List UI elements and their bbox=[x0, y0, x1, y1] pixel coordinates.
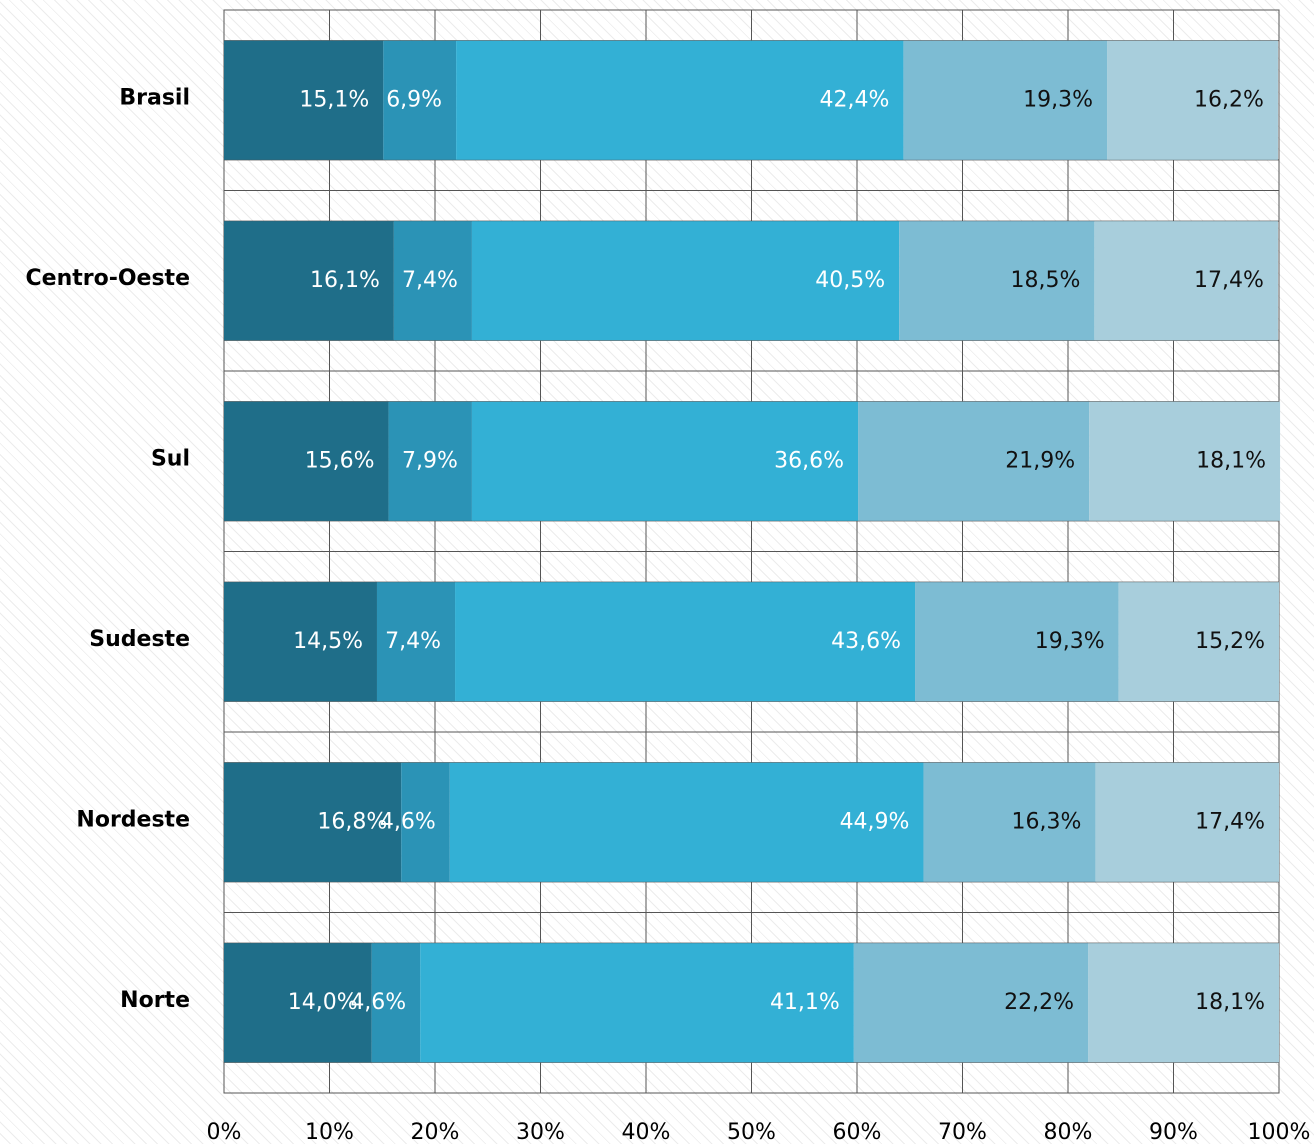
y-tick-label: Brasil bbox=[119, 85, 190, 110]
value-label: 18,1% bbox=[1196, 448, 1266, 473]
value-label: 18,1% bbox=[1195, 990, 1265, 1015]
bar-segment bbox=[224, 762, 402, 882]
bar-segment bbox=[224, 221, 394, 341]
bar-segment bbox=[224, 943, 372, 1063]
value-label: 21,9% bbox=[1005, 448, 1075, 473]
y-tick-label: Norte bbox=[120, 988, 190, 1013]
value-label: 19,3% bbox=[1023, 87, 1093, 112]
bar-segment bbox=[1095, 762, 1279, 882]
bar-segment bbox=[224, 401, 389, 521]
bar-segment bbox=[1118, 582, 1279, 702]
value-label: 14,5% bbox=[293, 629, 363, 654]
bar-segment bbox=[915, 582, 1119, 702]
value-label: 43,6% bbox=[831, 629, 901, 654]
value-label: 19,3% bbox=[1035, 629, 1105, 654]
bar-segment bbox=[449, 762, 924, 882]
bar-segment bbox=[224, 40, 384, 160]
value-label: 15,2% bbox=[1195, 629, 1265, 654]
x-tick-label: 0% bbox=[207, 1120, 242, 1144]
value-label: 36,6% bbox=[774, 448, 844, 473]
bar-segment bbox=[388, 401, 472, 521]
bar-segment bbox=[224, 582, 377, 702]
value-label: 42,4% bbox=[820, 87, 890, 112]
bar-segment bbox=[899, 221, 1095, 341]
value-label: 41,1% bbox=[770, 990, 840, 1015]
bar-segment bbox=[923, 762, 1096, 882]
value-label: 16,3% bbox=[1012, 809, 1082, 834]
bar-segment bbox=[393, 221, 472, 341]
x-tick-label: 90% bbox=[1149, 1120, 1198, 1144]
value-label: 15,1% bbox=[299, 87, 369, 112]
x-tick-label: 60% bbox=[833, 1120, 882, 1144]
value-label: 44,9% bbox=[840, 809, 910, 834]
bar-segment bbox=[420, 943, 854, 1063]
value-label: 17,4% bbox=[1195, 809, 1265, 834]
bar-segment bbox=[858, 401, 1090, 521]
y-tick-label: Sudeste bbox=[89, 627, 190, 652]
value-label: 14,0% bbox=[288, 990, 358, 1015]
y-tick-label: Nordeste bbox=[76, 807, 190, 832]
bar-segment bbox=[383, 40, 457, 160]
value-label: 15,6% bbox=[305, 448, 375, 473]
value-label: 16,1% bbox=[310, 268, 380, 293]
bar-segment bbox=[903, 40, 1108, 160]
value-label: 40,5% bbox=[815, 268, 885, 293]
x-tick-label: 20% bbox=[411, 1120, 460, 1144]
x-tick-label: 80% bbox=[1044, 1120, 1093, 1144]
bar-segment bbox=[376, 582, 456, 702]
x-tick-label: 70% bbox=[938, 1120, 987, 1144]
bar-segment bbox=[1089, 401, 1281, 521]
bar-segment bbox=[853, 943, 1089, 1063]
y-tick-label: Sul bbox=[151, 446, 190, 471]
bar-segment bbox=[1088, 943, 1279, 1063]
x-tick-label: 30% bbox=[516, 1120, 565, 1144]
value-label: 7,9% bbox=[402, 448, 458, 473]
value-label: 4,6% bbox=[350, 990, 406, 1015]
bar-segment bbox=[1107, 40, 1278, 160]
value-label: 16,8% bbox=[317, 809, 387, 834]
value-label: 6,9% bbox=[386, 87, 442, 112]
x-tick-label: 100% bbox=[1248, 1120, 1311, 1144]
y-tick-label: Centro-Oeste bbox=[26, 266, 191, 291]
bar-segment bbox=[456, 40, 904, 160]
bar-segment bbox=[1094, 221, 1278, 341]
bar-segment bbox=[401, 762, 450, 882]
bar-segment bbox=[455, 582, 916, 702]
value-label: 18,5% bbox=[1010, 268, 1080, 293]
x-tick-label: 40% bbox=[622, 1120, 671, 1144]
value-label: 7,4% bbox=[402, 268, 458, 293]
value-label: 17,4% bbox=[1194, 268, 1264, 293]
value-label: 4,6% bbox=[380, 809, 436, 834]
value-label: 7,4% bbox=[385, 629, 441, 654]
bar-segment bbox=[371, 943, 421, 1063]
bar-segment bbox=[471, 221, 900, 341]
x-tick-label: 10% bbox=[305, 1120, 354, 1144]
value-label: 16,2% bbox=[1194, 87, 1264, 112]
x-tick-label: 50% bbox=[727, 1120, 776, 1144]
bar-segment bbox=[471, 401, 859, 521]
value-label: 22,2% bbox=[1004, 990, 1074, 1015]
